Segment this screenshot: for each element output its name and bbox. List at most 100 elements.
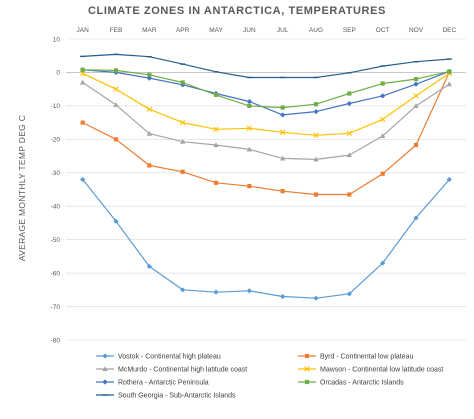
data-point [280,112,286,118]
data-point [413,215,419,221]
data-point [346,100,352,107]
data-point [304,353,310,359]
y-axis-ticks: 10 0 -10 -20 -30 -40 -50 -60 -70 -80 [51,36,61,344]
y-axis-label: AVERAGE MONTHLY TEMP DEG C [17,115,27,261]
data-point [146,106,153,112]
data-point [179,138,186,144]
data-point [304,379,310,385]
series-2 [80,70,452,197]
legend-label: Orcadas - Antarctic Islands [320,379,404,386]
data-point [347,192,352,197]
legend-item: Vostok - Continental high plateau [96,353,221,360]
data-point [213,92,219,97]
data-point [246,98,252,105]
chart-title: CLIMATE ZONES IN ANTARCTICA, TEMPERATURE… [88,5,386,17]
data-point [413,77,419,82]
data-point [280,189,285,194]
data-point [113,218,119,224]
data-point [346,130,353,137]
data-point [413,81,419,87]
data-point [146,263,152,270]
data-point [79,79,86,85]
data-point [246,288,252,294]
legend-item: McMurdo - Continental high latitude coas… [96,366,247,373]
data-point [113,68,119,73]
data-point [213,126,219,132]
y-tick-label: 0 [56,70,60,77]
data-point [347,91,352,96]
data-point [180,287,186,293]
x-tick-label: FEB [110,27,123,34]
series-line [82,82,450,160]
x-tick-label: NOV [409,27,424,34]
data-point [313,108,319,115]
data-point [380,81,385,86]
x-tick-label: OCT [376,27,390,34]
data-point [413,93,419,99]
data-point [313,102,319,107]
data-point [413,103,419,108]
series-6 [80,67,452,110]
data-point [179,119,186,126]
legend-label: Byrd - Continental low plateau [320,353,413,360]
data-point [280,105,285,110]
x-tick-label: JUL [277,27,289,34]
y-tick-label: -30 [51,170,61,177]
series-line [82,72,450,196]
x-tick-label: APR [176,27,190,34]
data-point [180,80,185,85]
legend-item: Orcadas - Antarctic Islands [298,379,404,386]
data-point [246,146,253,152]
data-point [80,120,85,125]
series-1 [80,176,452,301]
legend-label: Vostok - Continental high plateau [118,353,221,360]
data-point [113,102,119,107]
x-tick-label: MAR [142,27,157,34]
legend-label: Mawson - Continental low latitude coast [320,366,443,373]
legend-item: Rothera - Antarctic Peninsula [96,379,209,386]
data-point [446,176,452,183]
data-point [346,291,352,297]
data-point [313,156,319,162]
data-point [213,289,219,295]
data-point [247,103,252,108]
data-point [279,129,286,135]
y-tick-label: -10 [51,103,61,110]
legend-item: South Georgia - Sub-Antarctic Islands [96,392,236,399]
data-point [446,81,453,87]
data-point [313,132,319,139]
data-point [113,137,119,142]
y-tick-label: -50 [51,237,61,244]
data-point [413,142,419,148]
series-7 [80,53,452,79]
data-point [180,169,185,174]
series-4 [79,70,453,139]
data-point [113,86,119,92]
data-point [213,142,219,148]
data-point [102,366,108,372]
data-point [80,67,85,72]
data-point [379,133,386,139]
data-point [147,72,152,77]
data-point [246,125,253,131]
data-point [380,171,385,176]
y-tick-label: -60 [51,270,61,277]
legend-label: Rothera - Antarctic Peninsula [118,379,209,386]
y-tick-label: 10 [53,36,61,43]
legend: Vostok - Continental high plateau Byrd - … [96,353,443,399]
data-point [147,163,152,168]
data-point [280,293,286,300]
data-point [102,353,108,359]
x-tick-label: SEP [343,27,356,34]
data-point [247,184,252,189]
data-point [447,69,452,74]
data-point [213,180,219,185]
data-point [102,379,108,385]
data-point [379,116,386,122]
x-tick-label: JAN [77,27,90,34]
series-line [82,53,450,79]
series-line [82,179,450,299]
x-tick-label: AUG [309,27,323,34]
data-point [346,152,353,158]
